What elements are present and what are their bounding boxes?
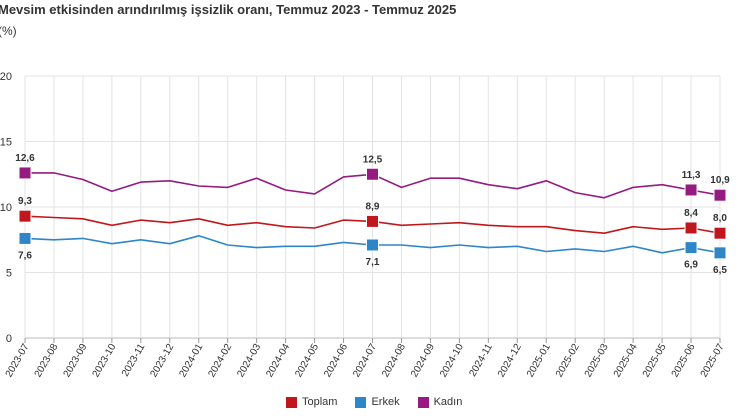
data-label-kadin: 11,3 xyxy=(682,170,701,181)
data-label-kadin: 10,9 xyxy=(710,175,730,186)
x-tick-label: 2023-09 xyxy=(62,342,90,380)
y-tick-label: 20 xyxy=(0,71,12,83)
x-tick-label: 2025-07 xyxy=(699,342,727,380)
x-tick-label: 2024-03 xyxy=(235,342,263,380)
x-tick-label: 2024-09 xyxy=(409,342,437,380)
data-label-toplam: 8,9 xyxy=(366,201,380,212)
x-tick-label: 2023-07 xyxy=(4,342,32,380)
data-label-toplam: 9,3 xyxy=(18,196,32,207)
legend-label-erkek: Erkek xyxy=(371,396,400,408)
x-tick-label: 2023-11 xyxy=(120,342,148,379)
data-point-toplam xyxy=(18,209,32,223)
chart-title: Mevsim etkisinden arındırılmış işsizlik … xyxy=(0,2,457,17)
legend-swatch-kadin xyxy=(417,396,429,408)
legend: Toplam Erkek Kadın xyxy=(286,396,462,408)
x-tick-label: 2023-12 xyxy=(149,342,177,380)
data-point-erkek xyxy=(18,231,32,245)
x-tick-label: 2024-11 xyxy=(467,342,495,379)
y-tick-label: 0 xyxy=(6,333,12,345)
x-tick-label: 2023-08 xyxy=(33,342,61,380)
x-tick-label: 2025-01 xyxy=(525,342,553,380)
x-tick-label: 2024-05 xyxy=(293,342,321,380)
x-tick-label: 2024-10 xyxy=(438,342,466,380)
y-tick-label: 5 xyxy=(6,268,12,280)
legend-item-toplam[interactable]: Toplam xyxy=(286,396,337,408)
x-tick-label: 2025-02 xyxy=(554,342,582,380)
data-point-erkek xyxy=(713,246,727,260)
data-point-toplam xyxy=(366,214,379,228)
y-tick-label: 15 xyxy=(0,137,12,149)
x-tick-label: 2024-08 xyxy=(380,342,408,380)
legend-swatch-toplam xyxy=(286,396,297,408)
data-label-toplam: 8,4 xyxy=(684,208,698,219)
data-point-toplam xyxy=(713,226,727,240)
x-tick-label: 2024-04 xyxy=(264,342,292,380)
x-tick-label: 2024-01 xyxy=(177,342,205,380)
data-label-erkek: 7,1 xyxy=(366,257,380,268)
x-tick-label: 2025-04 xyxy=(612,342,640,380)
x-tick-label: 2025-05 xyxy=(641,342,669,380)
x-tick-label: 2023-10 xyxy=(91,342,119,380)
y-tick-label: 10 xyxy=(0,202,12,214)
x-tick-label: 2024-06 xyxy=(322,342,350,380)
data-point-erkek xyxy=(684,241,698,255)
x-tick-label: 2024-02 xyxy=(206,342,234,380)
data-point-erkek xyxy=(366,238,379,252)
data-label-erkek: 7,6 xyxy=(18,250,32,261)
legend-label-kadin: Kadın xyxy=(433,396,463,408)
x-tick-label: 2024-07 xyxy=(351,342,379,380)
data-point-kadin xyxy=(684,183,698,197)
legend-item-erkek[interactable]: Erkek xyxy=(355,396,400,408)
legend-item-kadin[interactable]: Kadın xyxy=(417,396,463,408)
data-point-kadin xyxy=(366,167,379,181)
data-point-kadin xyxy=(713,188,727,202)
x-tick-label: 2025-06 xyxy=(670,342,698,380)
data-point-kadin xyxy=(18,166,32,180)
y-axis-unit: (%) xyxy=(0,24,17,38)
data-label-kadin: 12,6 xyxy=(15,153,35,164)
data-label-erkek: 6,9 xyxy=(684,260,698,271)
data-point-toplam xyxy=(684,221,698,235)
legend-swatch-erkek xyxy=(355,396,367,408)
data-label-toplam: 8,0 xyxy=(713,213,727,224)
x-tick-label: 2025-03 xyxy=(583,342,611,380)
data-label-kadin: 12,5 xyxy=(363,154,383,165)
legend-label-toplam: Toplam xyxy=(302,396,338,408)
x-tick-label: 2024-12 xyxy=(496,342,524,380)
data-label-erkek: 6,5 xyxy=(713,265,727,276)
